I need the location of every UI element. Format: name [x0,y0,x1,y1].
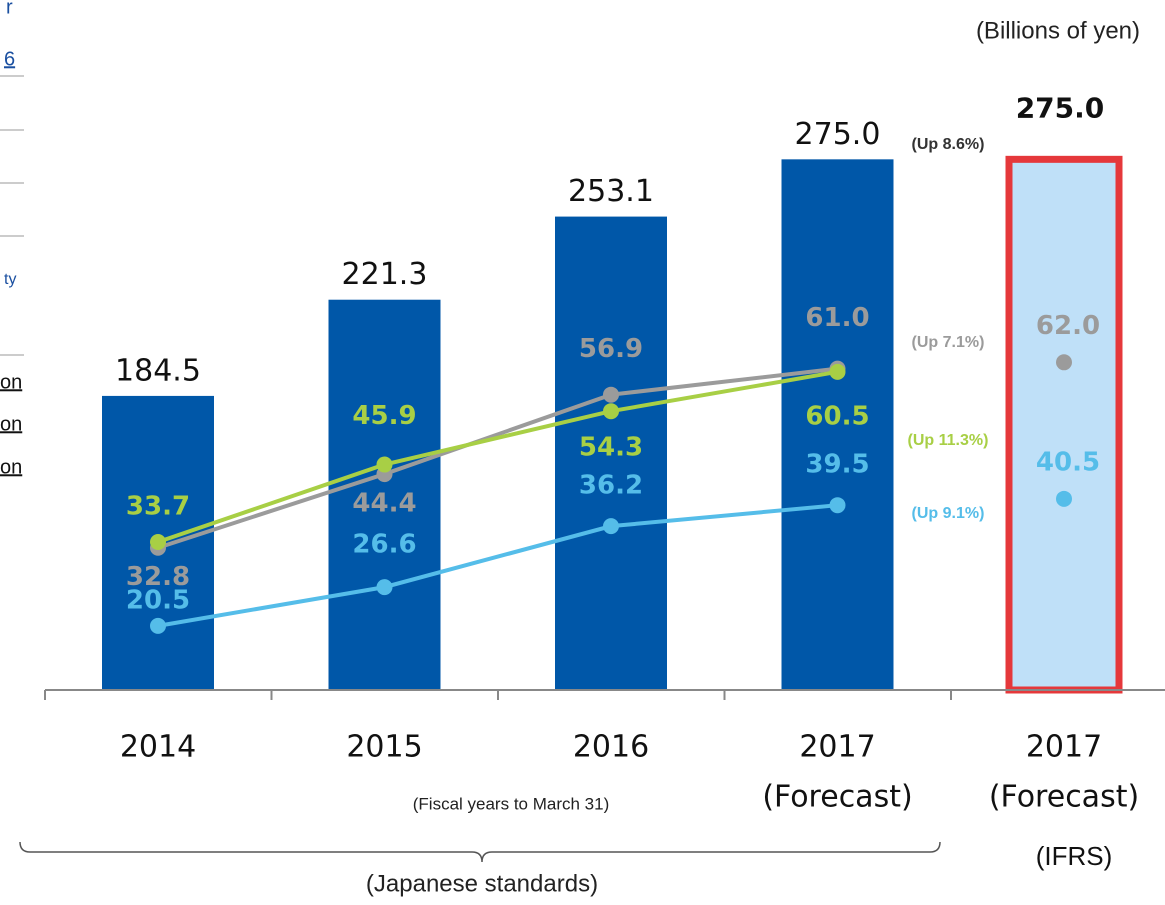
note: (Fiscal years to March 31) [413,794,610,813]
bracket [19,841,941,863]
unit-label: (Billions of yen) [976,17,1140,44]
sidebar-fragment: on [0,456,22,478]
ifrs-bar [1005,155,1123,694]
growth-label: (Up 7.1%) [912,334,985,351]
point-value-label: 61.0 [805,303,869,333]
growth-label: (Up 9.1%) [912,505,985,522]
ifrs-value-label: 62.0 [1036,311,1100,341]
ifrs-forecast: (Forecast) [989,780,1139,815]
point-value-label: 45.9 [352,401,416,431]
point [376,579,393,596]
line [157,366,838,550]
point-value-label: 39.5 [805,450,869,480]
bar-value-label: 275.0 [795,117,881,152]
ifrs-bar-label: 275.0 [1016,91,1105,124]
x-tick-label: 2016 [573,730,649,765]
sidebar-fragment: on [0,413,22,435]
sidebar: r 6 ty on on on [0,0,24,478]
line [157,503,838,628]
sidebar-fragment: ty [4,271,16,288]
x-tick-label: 2017 [799,730,875,765]
bracket-label: (Japanese standards) [366,870,598,897]
bar-value-label: 253.1 [568,174,654,209]
growth-label: (Up 11.3%) [908,432,989,449]
point [603,403,619,420]
ifrs-point [1056,354,1072,371]
ifrs-value-label: 40.5 [1036,447,1100,477]
point-value-label: 20.5 [126,585,190,615]
point-value-label: 60.5 [805,401,869,431]
sidebar-fragment: r [6,0,13,18]
point [150,534,166,551]
ifrs-point [1056,490,1072,507]
ifrs-category: 2017 [1026,730,1102,765]
line [157,369,838,544]
point-value-label: 36.2 [579,471,643,501]
growth-label: (Up 8.6%) [912,136,985,153]
point [829,497,846,514]
bar-value-label: 184.5 [115,353,201,388]
x-tick-label: 2014 [120,730,196,765]
point [150,617,166,634]
point-value-label: 56.9 [579,334,643,364]
point [603,518,619,535]
sidebar-fragment: 6 [4,48,15,70]
point-value-label: 32.8 [126,562,190,592]
point-value-label: 33.7 [126,492,190,522]
x-tick-sublabel: (Forecast) [762,780,912,815]
bar [555,216,667,690]
bar [328,299,441,690]
point [829,363,846,380]
sidebar-fragment: on [0,371,22,393]
point-value-label: 26.6 [352,530,416,560]
point [603,386,619,403]
point-value-label: 54.3 [579,433,643,463]
bar-value-label: 221.3 [342,257,428,292]
point-value-label: 44.4 [352,489,416,519]
point [376,456,393,473]
ifrs-standard: (IFRS) [1036,841,1113,871]
x-tick-label: 2015 [346,730,422,765]
bar [781,159,894,690]
